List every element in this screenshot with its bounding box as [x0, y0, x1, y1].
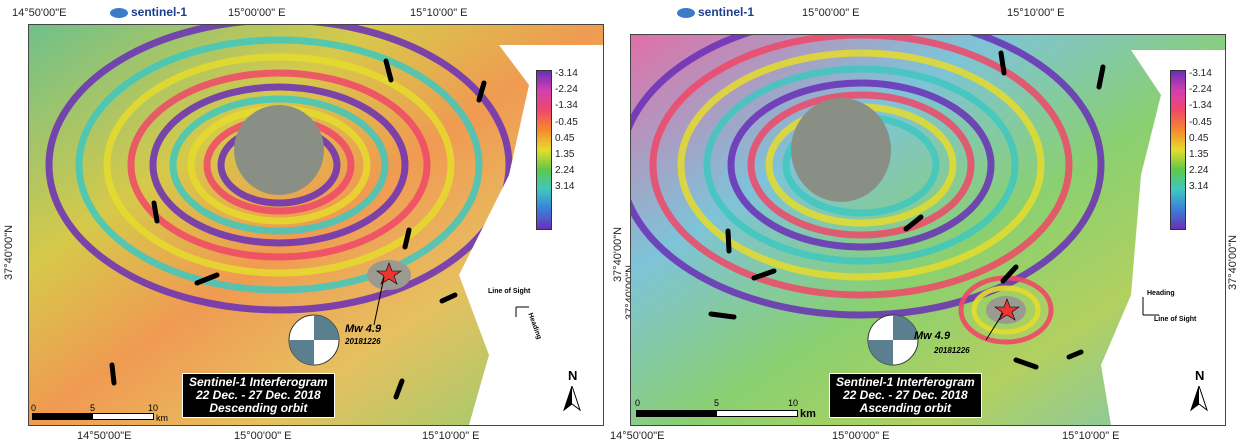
- fringe-pattern: [29, 25, 603, 425]
- scale-tick: 10: [148, 403, 159, 413]
- scale-bar: [32, 413, 154, 420]
- logo-text: sentinel-1: [131, 5, 188, 19]
- interferogram-title-box: Sentinel-1 Interferogram 22 Dec. - 27 De…: [182, 373, 335, 418]
- interferogram-title-box: Sentinel-1 Interferogram 22 Dec. - 27 De…: [829, 373, 982, 418]
- bottom-coord-3: 15°10'00" E: [1062, 430, 1120, 442]
- line-of-sight-icon: [515, 306, 529, 317]
- top-coord-1: 14°50'00"E: [12, 7, 67, 19]
- bottom-coord-3: 15°10'00" E: [422, 430, 480, 442]
- bottom-coord-2: 15°00'00" E: [832, 430, 890, 442]
- fringe-pattern: [631, 35, 1225, 425]
- heading-label: Heading: [1147, 290, 1175, 297]
- colorbar-tick: -2.24: [555, 84, 578, 96]
- bottom-coord-1: 14°50'00"E: [610, 430, 665, 442]
- scale-tick: 5: [90, 403, 96, 413]
- scale-unit: km: [800, 408, 816, 420]
- colorbar-tick: 2.24: [555, 165, 575, 177]
- focal-mechanism-icon: [867, 314, 919, 366]
- lat-label-right: 37°40'00"N: [1227, 234, 1237, 290]
- top-coord-2: 15°10'00" E: [1007, 7, 1065, 19]
- colorbar-tick: 2.24: [1189, 165, 1209, 177]
- bottom-coord-2: 15°00'00" E: [234, 430, 292, 442]
- bottom-coord-1: 14°50'00"E: [77, 430, 132, 442]
- colorbar-tick: -3.14: [555, 68, 578, 79]
- top-coord-3: 15°10'00" E: [410, 7, 468, 19]
- epicenter-star-icon: [994, 298, 1020, 321]
- colorbar-tick: 1.35: [555, 149, 575, 161]
- north-arrow-icon: [563, 386, 581, 412]
- interferogram-map: [28, 24, 604, 426]
- colorbar-ticks: -3.14 -2.24 -1.34 -0.45 0.45 1.35 2.24 3…: [1189, 66, 1212, 196]
- title-line: 22 Dec. - 27 Dec. 2018: [842, 388, 968, 402]
- colorbar: [1170, 70, 1186, 230]
- magnitude-label: Mw 4.9: [345, 323, 382, 335]
- scale-unit: km: [156, 413, 168, 423]
- colorbar-ticks: -3.14 -2.24 -1.34 -0.45 0.45 1.35 2.24 3…: [555, 66, 578, 196]
- top-coord-2: 15°00'00" E: [228, 7, 286, 19]
- sentinel-logo: sentinel-1: [110, 5, 187, 19]
- title-line: Sentinel-1 Interferogram: [189, 375, 328, 389]
- scale-tick: 5: [714, 398, 720, 408]
- lat-label-left: 37°40'00"N: [612, 226, 624, 282]
- colorbar-tick: 0.45: [1189, 132, 1209, 144]
- title-line: Ascending orbit: [859, 401, 952, 415]
- title-line: Descending orbit: [209, 401, 308, 415]
- event-date: 20181226: [934, 346, 970, 355]
- scale-tick: 0: [635, 398, 641, 408]
- colorbar-tick: -2.24: [1189, 84, 1212, 96]
- satellite-icon: [110, 7, 128, 18]
- right-panel: sentinel-1 15°00'00" E 15°10'00" E 37°40…: [610, 0, 1237, 446]
- scale-tick: 0: [31, 403, 37, 413]
- colorbar-tick: -0.45: [1189, 116, 1212, 128]
- focal-mechanism-icon: [288, 314, 340, 366]
- colorbar-tick: 1.35: [1189, 149, 1209, 161]
- sentinel-logo: sentinel-1: [677, 5, 754, 19]
- title-line: Sentinel-1 Interferogram: [836, 375, 975, 389]
- colorbar-tick: 3.14: [1189, 181, 1209, 193]
- north-arrow-icon: [1190, 386, 1208, 412]
- north-label: N: [1195, 368, 1205, 383]
- epicenter-star-icon: [376, 262, 402, 285]
- magnitude-label: Mw 4.9: [914, 330, 951, 342]
- colorbar-tick: -1.34: [1189, 100, 1212, 112]
- colorbar-tick: -3.14: [1189, 68, 1212, 79]
- heading-icon: [1142, 297, 1159, 316]
- line-of-sight-label: Line of Sight: [488, 288, 531, 295]
- logo-text: sentinel-1: [698, 5, 755, 19]
- satellite-icon: [677, 7, 695, 18]
- top-coord-1: 15°00'00" E: [802, 7, 860, 19]
- colorbar-tick: -1.34: [555, 100, 578, 112]
- scale-tick: 10: [788, 398, 799, 408]
- colorbar-tick: 0.45: [555, 132, 575, 144]
- lat-label: 37°40'00"N: [3, 224, 15, 280]
- left-panel: 14°50'00"E sentinel-1 15°00'00" E 15°10'…: [0, 0, 615, 446]
- line-of-sight-label: Line of Sight: [1154, 316, 1197, 323]
- north-label: N: [568, 368, 578, 383]
- colorbar-tick: -0.45: [555, 116, 578, 128]
- title-line: 22 Dec. - 27 Dec. 2018: [195, 388, 321, 402]
- interferogram-map: [630, 34, 1226, 426]
- scale-bar: [636, 410, 798, 417]
- colorbar: [536, 70, 552, 230]
- colorbar-tick: 3.14: [555, 181, 575, 193]
- event-date: 20181226: [345, 337, 381, 346]
